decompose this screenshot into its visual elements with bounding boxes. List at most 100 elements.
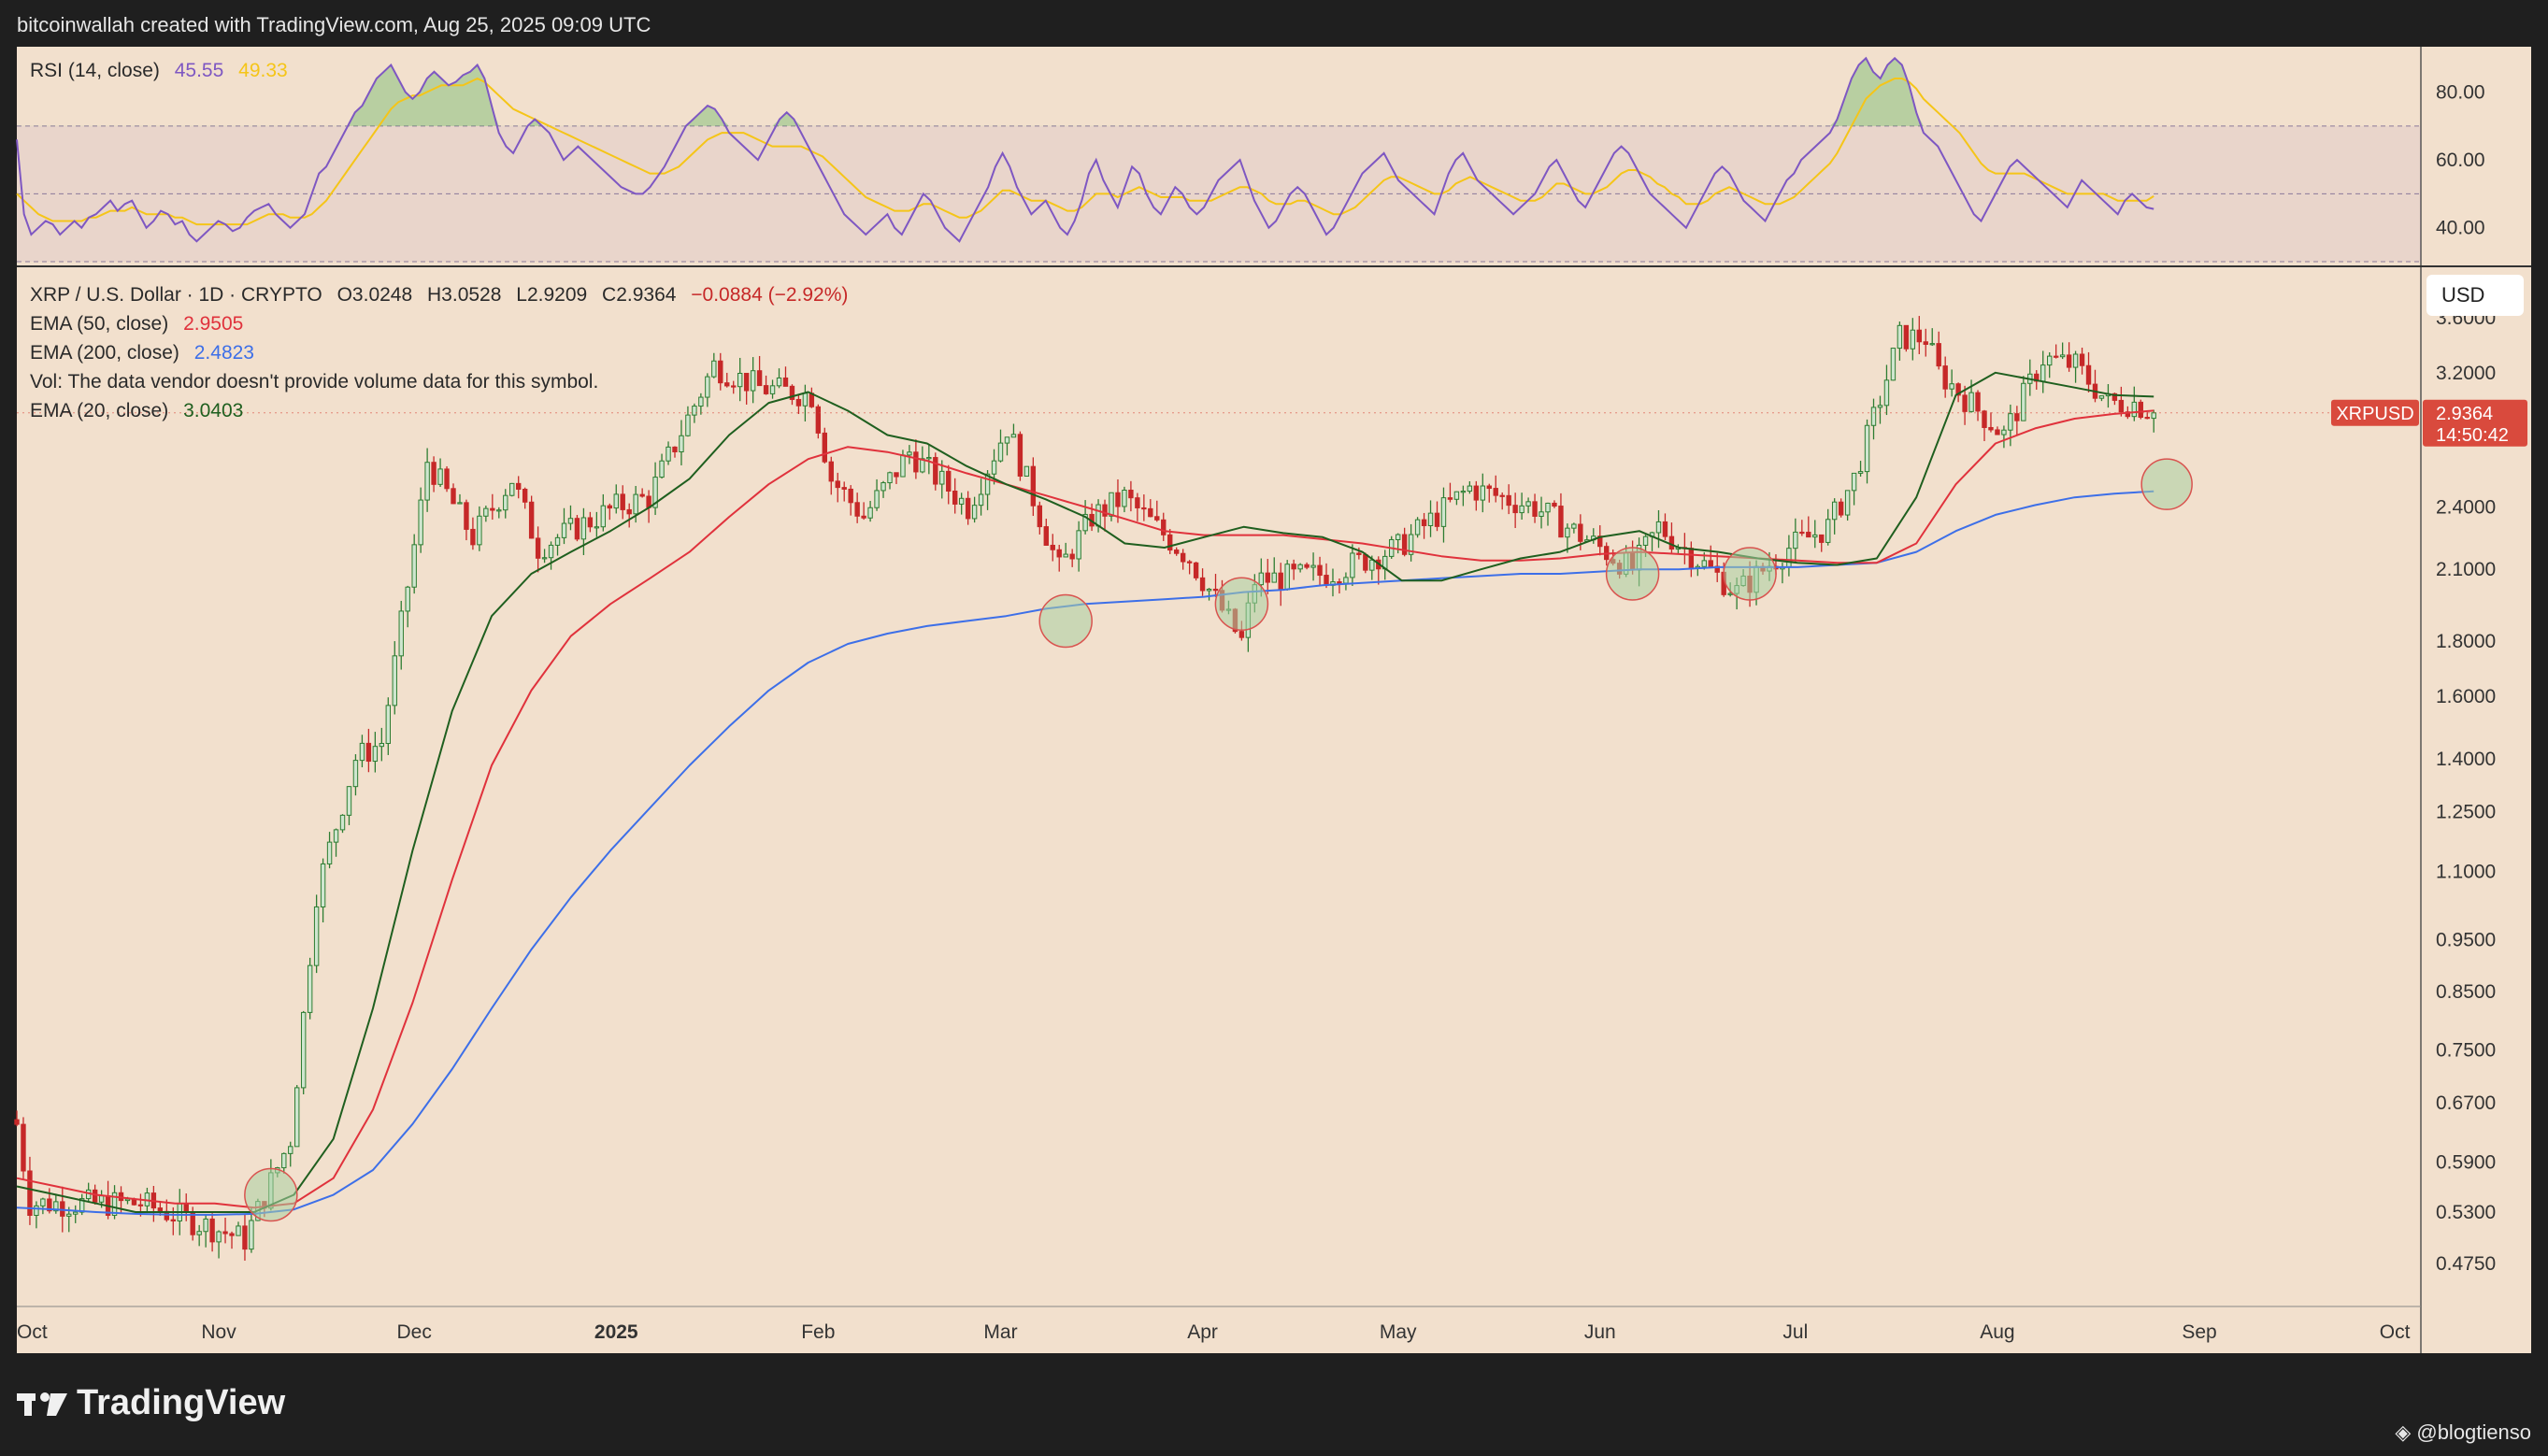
candle-body xyxy=(1037,505,1043,528)
candle-body xyxy=(587,517,594,528)
candle-body xyxy=(1467,485,1473,492)
candle-body xyxy=(137,1204,144,1206)
candle-body xyxy=(1493,488,1498,496)
candle-body xyxy=(548,544,554,559)
candle-body xyxy=(1395,534,1401,540)
candle-body xyxy=(79,1198,85,1213)
candle-body xyxy=(854,502,860,517)
candle-body xyxy=(1480,485,1485,501)
rsi-value: 45.55 xyxy=(174,60,224,81)
candle-body xyxy=(2118,399,2125,413)
candle-body xyxy=(1180,552,1186,563)
candle-body xyxy=(1825,519,1831,543)
tradingview-logo[interactable]: TradingView xyxy=(17,1383,285,1423)
candle-body xyxy=(567,518,574,524)
candle-body xyxy=(1968,392,1974,412)
candle-body xyxy=(1486,485,1492,490)
candle-body xyxy=(392,655,397,707)
candle-body xyxy=(1708,560,1713,567)
candle-body xyxy=(659,460,665,478)
rsi-tick-1: 60.00 xyxy=(2436,150,2485,171)
candle-body xyxy=(2072,353,2079,368)
candle-body xyxy=(1115,492,1121,507)
candle-body xyxy=(1369,559,1375,571)
rsi-line xyxy=(16,56,2154,243)
candle-body xyxy=(848,488,853,504)
candle-body xyxy=(1427,512,1434,526)
candle-body xyxy=(431,462,437,485)
ema20-value: 3.0403 xyxy=(183,400,244,421)
candle-body xyxy=(1812,534,1818,538)
candle-body xyxy=(470,528,476,546)
time-tick-8: Jun xyxy=(1584,1321,1616,1343)
candle-body xyxy=(724,382,730,387)
candle-body xyxy=(1578,523,1583,542)
candle-body xyxy=(633,493,638,515)
candle-body xyxy=(913,451,919,473)
candle-body xyxy=(1324,575,1329,586)
candle-body xyxy=(1212,588,1219,592)
candle-body xyxy=(1434,512,1440,527)
candle-body xyxy=(1421,519,1427,526)
candle-body xyxy=(2008,413,2013,431)
candle-body xyxy=(1095,504,1101,527)
candle-body xyxy=(229,1233,235,1236)
candle-body xyxy=(1043,526,1049,546)
candle-body xyxy=(1440,497,1447,527)
candle-body xyxy=(509,482,515,496)
candle-body xyxy=(1519,505,1525,514)
candle-body xyxy=(503,494,508,511)
price-tick-10: 0.8500 xyxy=(2436,981,2496,1003)
candle-body xyxy=(789,385,795,400)
candle-body xyxy=(795,398,802,407)
candle-body xyxy=(1949,383,1954,390)
candle-body xyxy=(1122,489,1127,507)
candle-body xyxy=(1916,329,1922,343)
candle-body xyxy=(1877,405,1883,408)
price-tick-14: 0.5300 xyxy=(2436,1202,2496,1223)
candle-body xyxy=(1193,562,1199,578)
candle-body xyxy=(1923,341,1928,345)
candle-body xyxy=(1258,572,1265,586)
candle-body xyxy=(1447,497,1453,500)
price-pane xyxy=(14,316,2421,1261)
candle-body xyxy=(1401,534,1408,555)
candle-body xyxy=(2040,364,2046,382)
time-tick-9: Jul xyxy=(1782,1321,1808,1343)
candle-body xyxy=(1082,513,1088,532)
symbol-title: XRP / U.S. Dollar · 1D · CRYPTO xyxy=(30,284,322,306)
candle-body xyxy=(411,544,417,588)
candle-body xyxy=(21,1123,26,1172)
currency-selector[interactable]: USD xyxy=(2426,275,2524,316)
chart-background xyxy=(17,47,2421,1353)
candle-body xyxy=(971,505,978,520)
rsi-tick-2: 40.00 xyxy=(2436,218,2485,239)
candle-body xyxy=(73,1211,79,1215)
candle-body xyxy=(203,1218,208,1233)
candle-body xyxy=(1662,521,1668,537)
candle-body xyxy=(900,454,906,478)
time-tick-11: Sep xyxy=(2182,1321,2216,1343)
candle-body xyxy=(1545,502,1551,513)
candle-body xyxy=(1962,394,1968,412)
candle-body xyxy=(98,1195,105,1203)
candle-body xyxy=(1857,471,1864,474)
candle-body xyxy=(1173,550,1180,554)
candle-body xyxy=(1167,534,1173,551)
price-tick-9: 0.9500 xyxy=(2436,930,2496,951)
candle-body xyxy=(594,526,600,529)
candle-body xyxy=(1499,494,1505,497)
price-tick-1: 3.2000 xyxy=(2436,363,2496,384)
candle-body xyxy=(320,863,326,907)
candle-body xyxy=(1988,426,1994,431)
candle-body xyxy=(613,493,619,509)
candle-body xyxy=(1793,531,1798,550)
rsi-ma-value: 49.33 xyxy=(238,60,288,81)
candle-body xyxy=(535,537,541,559)
candle-body xyxy=(561,522,567,538)
candle-body xyxy=(2111,393,2118,401)
price-tag xyxy=(2423,399,2527,447)
time-tick-5: Mar xyxy=(983,1321,1017,1343)
candle-body xyxy=(1363,553,1368,571)
